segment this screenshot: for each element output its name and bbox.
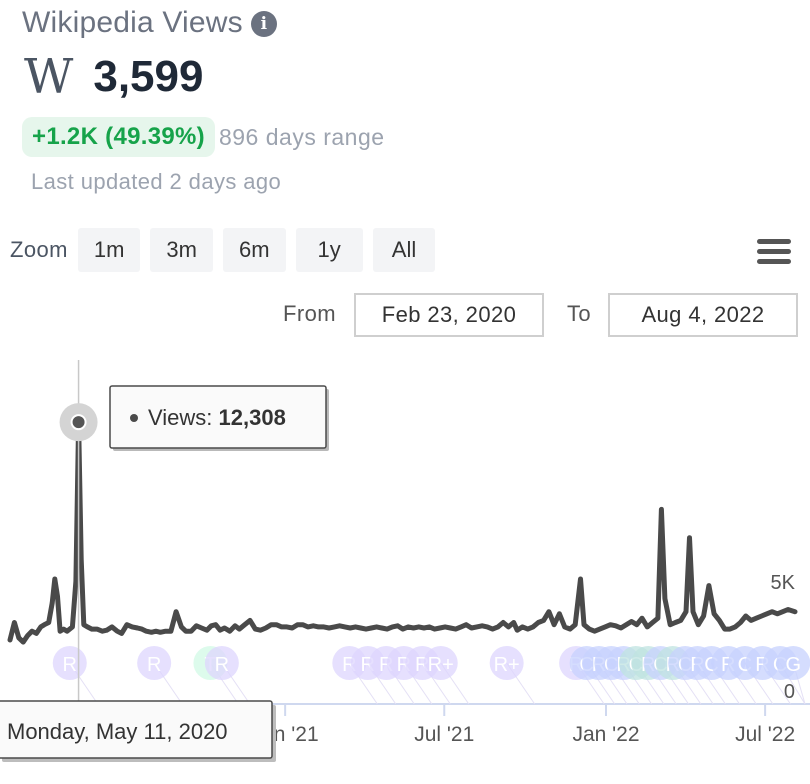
zoom-controls: Zoom 1m 3m 6m 1y All [10,228,445,272]
event-flag-marker [204,646,239,680]
zoom-label: Zoom [10,237,68,262]
x-tick-label: Jul '22 [735,723,795,746]
page-title: Wikipedia Views [22,6,243,39]
y-tick-label: 5K [771,572,796,594]
zoom-6m-button[interactable]: 6m [222,228,286,272]
zoom-3m-button[interactable]: 3m [150,228,213,272]
date-label-box [0,700,273,759]
event-flag-label: R [147,654,161,676]
views-line-chart[interactable]: 05KRRTRRRRRRR+R+RCRCRCRCRCRCRCRCGJan '21… [0,340,810,784]
wikipedia-logo-icon: W [24,49,73,105]
zoom-all-button[interactable]: All [372,228,436,272]
change-row: +1.2K (49.39%) 896 days range [22,117,385,157]
header-title-row: Wikipedia Views i [22,6,277,40]
event-flag-label: R+ [428,654,454,676]
to-date-input[interactable]: Aug 4, 2022 [608,293,798,337]
tooltip: Views: 12,308 [109,385,329,451]
crosshair-date-label: Monday, May 11, 2020 [0,700,276,762]
zoom-1m-button[interactable]: 1m [77,228,141,272]
range-text: 896 days range [218,123,385,150]
value-row: W 3,599 [24,52,203,102]
to-label: To [567,301,592,326]
from-label: From [283,301,336,326]
event-flag-label: R [63,654,77,676]
x-tick-label: Jul '21 [414,723,474,746]
y-tick-label: 0 [784,681,795,703]
tooltip-text: Views: 12,308 [148,405,286,430]
info-icon[interactable]: i [250,11,277,37]
last-updated: Last updated 2 days ago [31,169,282,194]
tooltip-bullet [130,414,138,422]
tooltip-label: Views: [148,405,219,430]
event-flag-marker [489,646,524,680]
date-label-text: Monday, May 11, 2020 [7,719,228,744]
tooltip-box [109,385,327,449]
tooltip-value: 12,308 [219,405,286,430]
zoom-1y-button[interactable]: 1y [295,228,363,272]
event-flag-marker [423,646,458,680]
current-value: 3,599 [93,52,204,101]
event-flag-marker [137,646,172,680]
event-flag-marker [776,646,810,680]
highlight-point [70,414,87,431]
views-series-line [7,419,798,645]
date-range-selector: From Feb 23, 2020 To Aug 4, 2022 [0,293,810,337]
change-badge: +1.2K (49.39%) [22,117,215,157]
event-flag-label: R+ [494,654,520,676]
x-tick-label: Jan '22 [572,723,639,746]
from-date-input[interactable]: Feb 23, 2020 [354,293,544,337]
event-flag-label: R [215,654,229,676]
event-flag-label: G [785,654,801,676]
chart-menu-icon[interactable] [757,239,791,267]
